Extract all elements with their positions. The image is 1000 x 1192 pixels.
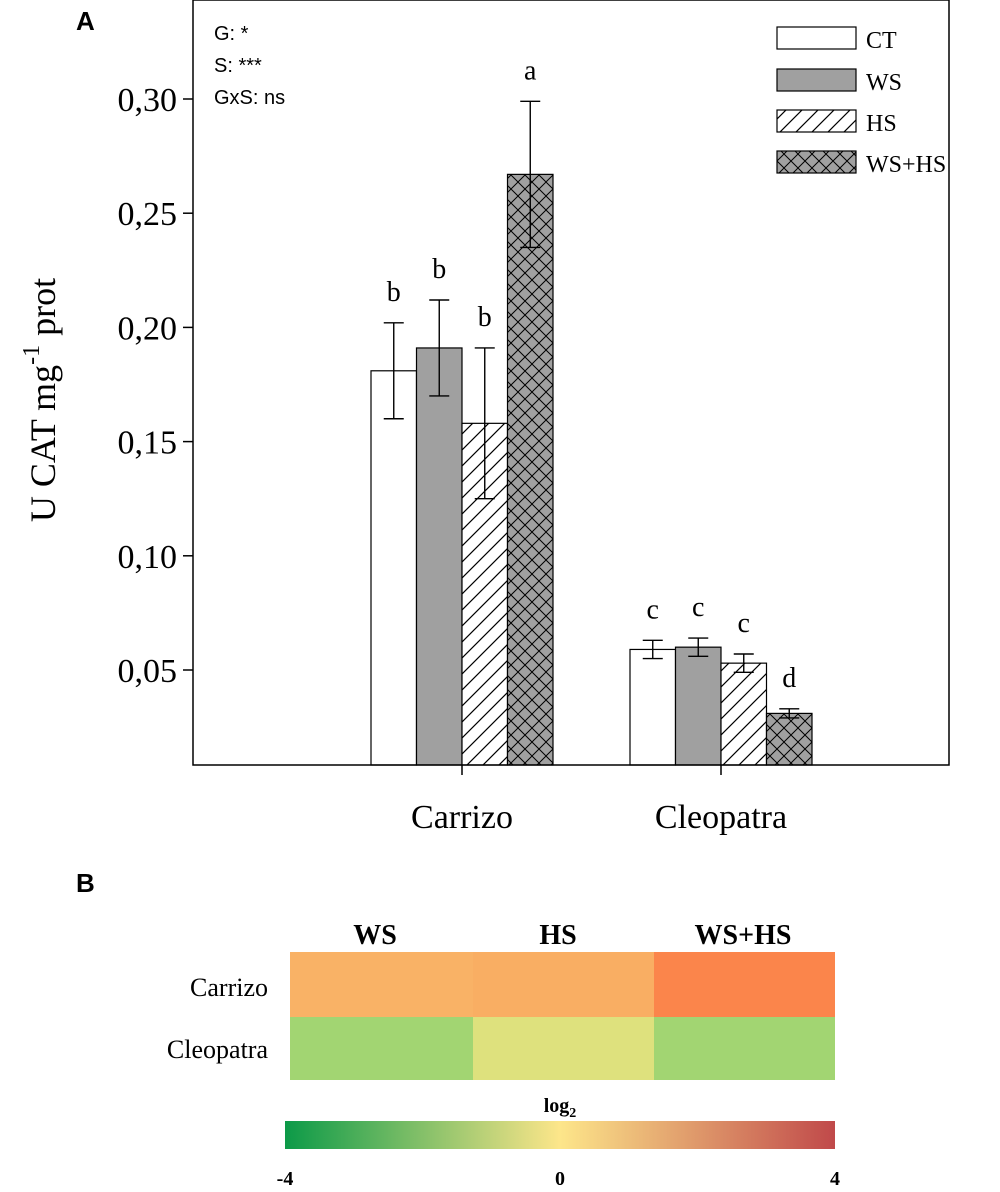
significance-letter: d [782, 663, 796, 694]
legend: CT WS HS WS+HS [776, 26, 946, 178]
legend-swatch-wshs [776, 150, 857, 174]
heatmap-col-hs: HS [539, 920, 576, 951]
bar-hs-cleopatra [720, 662, 768, 766]
panel-b-label: B [76, 868, 95, 898]
legend-label-hs: HS [866, 111, 897, 137]
y-axis-label-tail: prot [23, 278, 63, 345]
y-axis: 0,05 0,10 0,15 0,20 0,25 0,30 [118, 82, 193, 690]
y-tick-label: 0,05 [118, 653, 178, 690]
plot-frame [192, 0, 950, 766]
stat-gxs: GxS: ns [214, 87, 285, 109]
bar-ws-carrizo [415, 347, 463, 766]
colorbar-title-sub: 2 [569, 1106, 576, 1121]
significance-letter: c [738, 608, 750, 639]
colorbar-title-main: log [544, 1095, 570, 1117]
y-axis-label-main: U CAT mg [23, 365, 63, 522]
heatmap-col-wshs: WS+HS [695, 920, 792, 951]
y-axis-label-sup: -1 [19, 345, 45, 365]
x-tick-label: Cleopatra [655, 799, 787, 836]
bar-ws-cleopatra [674, 646, 722, 766]
heatmap-row-cleopatra: Cleopatra [167, 1035, 269, 1064]
significance-letter: a [524, 55, 537, 86]
heatmap-cell-cleopatra-ws [290, 1017, 473, 1080]
heatmap-row-carrizo: Carrizo [190, 973, 268, 1002]
stats-annotations: G: * S: *** GxS: ns [214, 23, 285, 109]
bar-ct-carrizo [370, 370, 418, 766]
heatmap-cell-cleopatra-wshs [654, 1017, 835, 1080]
colorbar-tick-mid: 0 [555, 1168, 565, 1190]
heatmap-cell-cleopatra-hs [473, 1017, 654, 1080]
colorbar: log2 -4 0 4 [277, 1095, 840, 1190]
y-tick-label: 0,20 [118, 310, 178, 347]
legend-swatch-hs [776, 109, 857, 133]
y-tick-label: 0,15 [118, 425, 178, 462]
significance-letter: b [432, 254, 446, 285]
bar-wshs-carrizo [506, 173, 554, 766]
bar-ct-cleopatra [629, 648, 677, 766]
legend-label-ws: WS [866, 70, 902, 96]
stat-s: S: *** [214, 55, 262, 77]
heatmap-col-ws: WS [353, 920, 397, 951]
significance-letter: b [478, 302, 492, 333]
bar-wshs-cleopatra [765, 712, 813, 766]
legend-swatch-ws [776, 68, 857, 92]
stat-g: G: * [214, 23, 249, 45]
heatmap-cell-carrizo-hs [473, 952, 654, 1017]
heatmap-cell-carrizo-wshs [654, 952, 835, 1017]
y-tick-label: 0,30 [118, 82, 178, 119]
significance-letter: c [647, 594, 659, 625]
panel-a-label: A [76, 6, 95, 36]
significance-letter: b [387, 277, 401, 308]
legend-swatch-ct [776, 26, 857, 50]
bar-group [370, 100, 813, 766]
colorbar-gradient [285, 1121, 835, 1149]
colorbar-title: log2 [544, 1095, 577, 1121]
heatmap: WS HS WS+HS Carrizo Cleopatra [167, 920, 835, 1080]
x-axis: Carrizo Cleopatra [411, 765, 787, 836]
colorbar-tick-max: 4 [830, 1168, 840, 1190]
y-axis-label: U CAT mg-1 prot [19, 278, 63, 522]
significance-letter: c [692, 592, 704, 623]
colorbar-tick-min: -4 [277, 1168, 294, 1190]
legend-label-wshs: WS+HS [866, 152, 946, 178]
legend-label-ct: CT [866, 28, 897, 54]
x-tick-label: Carrizo [411, 799, 513, 836]
heatmap-cell-carrizo-ws [290, 952, 473, 1017]
y-tick-label: 0,25 [118, 196, 178, 233]
y-tick-label: 0,10 [118, 539, 178, 576]
